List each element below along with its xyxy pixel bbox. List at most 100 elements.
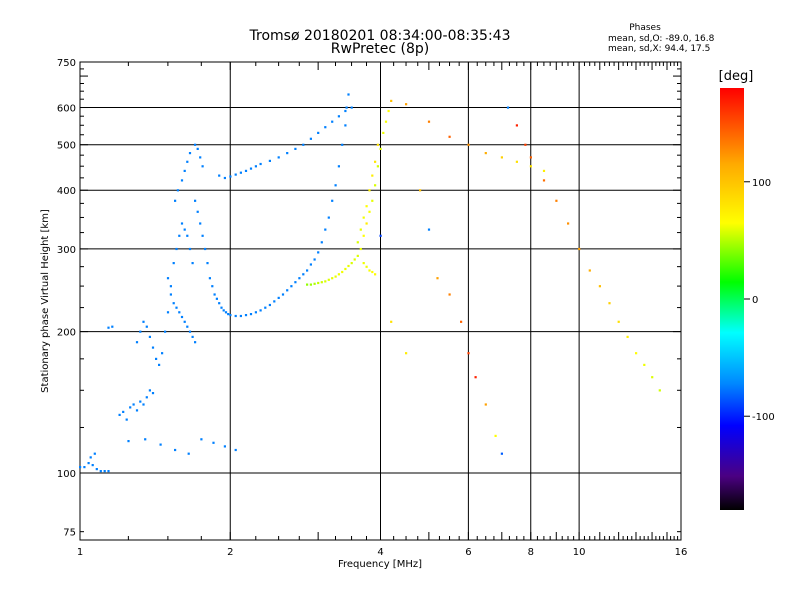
data-point-x bbox=[324, 280, 327, 283]
data-point-x bbox=[371, 270, 374, 274]
x-axis-label: Frequency [MHz] bbox=[338, 559, 422, 570]
data-point-o bbox=[172, 302, 175, 305]
data-point-o bbox=[186, 160, 189, 163]
data-point-o bbox=[145, 325, 148, 328]
data-point-o bbox=[201, 234, 204, 237]
data-point-o bbox=[187, 452, 190, 455]
data-point-o bbox=[107, 326, 110, 329]
data-point-scatter bbox=[460, 320, 463, 323]
data-point-x bbox=[359, 247, 362, 251]
data-point-o bbox=[206, 262, 209, 265]
data-point-x bbox=[376, 165, 379, 168]
data-point-o bbox=[186, 325, 189, 328]
data-point-x bbox=[365, 205, 368, 208]
data-point-scatter bbox=[542, 179, 546, 182]
data-point-x bbox=[365, 222, 368, 225]
data-point-o bbox=[259, 309, 262, 312]
data-point-scatter bbox=[467, 352, 470, 355]
data-point-o bbox=[244, 314, 248, 317]
y-tick-label: 200 bbox=[57, 328, 76, 339]
data-point-o bbox=[223, 176, 226, 180]
data-point-x bbox=[467, 143, 470, 146]
y-tick-label: 300 bbox=[57, 245, 76, 256]
data-point-scatter bbox=[588, 269, 591, 272]
data-point-scatter bbox=[436, 277, 439, 280]
data-point-x bbox=[368, 189, 371, 192]
data-point-scatter bbox=[419, 189, 422, 192]
data-point-o bbox=[103, 470, 106, 473]
data-point-o bbox=[234, 173, 237, 176]
data-point-x bbox=[529, 165, 532, 168]
data-point-x bbox=[387, 109, 390, 113]
data-point-o bbox=[169, 285, 172, 288]
data-point-x bbox=[484, 152, 487, 155]
y-tick-label: 75 bbox=[63, 528, 76, 539]
data-point-o bbox=[317, 251, 320, 254]
data-point-o bbox=[350, 106, 353, 109]
x-tick-label: 1 bbox=[77, 547, 83, 558]
data-point-scatter bbox=[567, 222, 570, 225]
data-point-o bbox=[277, 156, 280, 159]
data-point-o bbox=[327, 216, 330, 219]
data-point-o bbox=[229, 175, 232, 178]
data-point-o bbox=[178, 234, 181, 237]
data-point-o bbox=[344, 109, 347, 113]
data-point-x bbox=[309, 283, 312, 286]
data-point-scatter bbox=[379, 234, 382, 237]
data-point-o bbox=[239, 314, 242, 318]
data-point-o bbox=[273, 300, 276, 303]
data-point-o bbox=[186, 234, 189, 237]
data-point-scatter bbox=[427, 228, 431, 231]
data-point-scatter bbox=[484, 403, 487, 406]
data-point-o bbox=[268, 303, 271, 307]
data-point-o bbox=[239, 171, 242, 174]
data-point-x bbox=[371, 199, 374, 202]
data-point-x bbox=[350, 262, 353, 265]
chart-subtitle: RwPretec (8p) bbox=[331, 41, 429, 57]
data-point-o bbox=[142, 403, 145, 406]
data-point-o bbox=[337, 115, 340, 118]
data-point-o bbox=[93, 452, 96, 455]
data-point-o bbox=[324, 126, 327, 129]
data-point-scatter bbox=[524, 143, 527, 146]
data-point-o bbox=[135, 341, 139, 344]
y-tick-label: 750 bbox=[57, 58, 76, 69]
colorbar-tick-label: 0 bbox=[752, 295, 758, 306]
data-point-o bbox=[145, 396, 148, 399]
data-point-scatter bbox=[494, 434, 497, 437]
data-point-x bbox=[379, 147, 382, 150]
data-point-x bbox=[356, 254, 359, 257]
data-point-o bbox=[264, 306, 267, 309]
data-point-x bbox=[353, 258, 356, 261]
data-point-x bbox=[405, 103, 408, 106]
data-point-o bbox=[194, 199, 197, 202]
data-point-scatter bbox=[635, 352, 638, 355]
data-point-scatter bbox=[555, 199, 558, 202]
data-point-o bbox=[174, 448, 177, 452]
data-point-o bbox=[306, 269, 309, 272]
data-point-o bbox=[347, 93, 350, 96]
data-point-o bbox=[174, 199, 177, 202]
legend-line-x: mean, sd,X: 94.4, 17.5 bbox=[608, 44, 710, 54]
x-axis-ticks: 1 2 4 6 8 10 16 bbox=[77, 62, 687, 558]
data-point-scatter bbox=[500, 452, 503, 455]
data-point-o bbox=[142, 320, 145, 323]
data-point-scatter bbox=[626, 335, 629, 338]
data-point-o bbox=[341, 143, 344, 146]
data-point-o bbox=[313, 258, 316, 261]
data-point-o bbox=[290, 285, 293, 288]
data-point-scatter bbox=[474, 376, 477, 379]
data-point-o bbox=[188, 330, 192, 333]
data-point-o bbox=[320, 241, 323, 244]
data-point-o bbox=[212, 441, 215, 444]
data-point-o bbox=[324, 228, 327, 231]
data-point-o bbox=[254, 165, 257, 168]
data-point-o bbox=[201, 165, 204, 168]
data-point-o bbox=[151, 346, 155, 349]
data-point-x bbox=[500, 156, 503, 159]
data-point-o bbox=[234, 314, 237, 318]
data-point-o bbox=[286, 152, 289, 155]
data-point-o bbox=[234, 448, 237, 452]
data-point-scatter bbox=[515, 124, 518, 127]
data-point-o bbox=[309, 137, 312, 140]
